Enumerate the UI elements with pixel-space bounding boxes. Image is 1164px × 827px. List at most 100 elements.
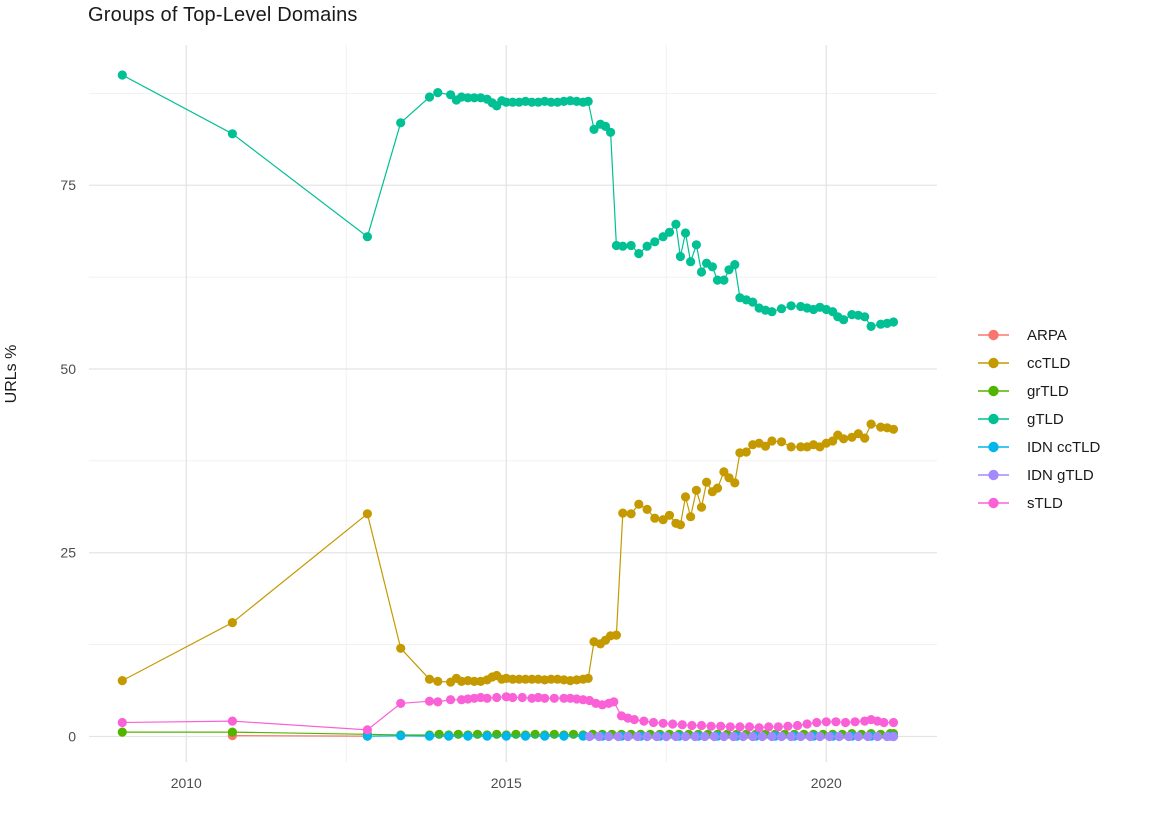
legend-key-icon bbox=[978, 357, 1009, 369]
data-point-grtld bbox=[530, 729, 540, 739]
data-point-cctld bbox=[675, 520, 686, 530]
data-point-idn-gtld bbox=[613, 731, 623, 742]
legend-item-gtld: gTLD bbox=[977, 405, 1100, 433]
data-point-cctld bbox=[796, 442, 806, 452]
legend-item-idn-gtld: IDN gTLD bbox=[977, 461, 1100, 489]
legend-label: ccTLD bbox=[1027, 354, 1071, 372]
data-point-gtld bbox=[776, 304, 787, 314]
data-point-cctld bbox=[469, 676, 479, 687]
legend-key-icon bbox=[978, 385, 1009, 397]
data-point-idn-gtld bbox=[604, 731, 614, 742]
data-point-idn-gtld bbox=[882, 731, 892, 742]
legend: ARPA ccTLD grTLD gTLD IDN ccTLD IDN gTLD sTLD bbox=[977, 321, 1100, 517]
data-point-gtld bbox=[433, 88, 443, 98]
chart-title: Groups of Top-Level Domains bbox=[88, 4, 358, 26]
data-point-cctld bbox=[642, 504, 652, 514]
data-point-cctld bbox=[583, 673, 593, 684]
data-point-stld bbox=[850, 717, 860, 727]
data-point-stld bbox=[706, 721, 716, 731]
data-point-stld bbox=[764, 722, 774, 732]
data-point-gtld bbox=[664, 227, 675, 237]
data-point-gtld bbox=[527, 97, 537, 107]
data-point-stld bbox=[424, 696, 435, 706]
data-point-stld bbox=[783, 721, 793, 731]
data-point-gtld bbox=[650, 237, 660, 247]
data-point-cctld bbox=[853, 429, 863, 439]
data-point-stld bbox=[117, 717, 127, 728]
data-point-stld bbox=[802, 719, 812, 729]
data-point-cctld bbox=[860, 433, 870, 443]
data-point-idn-gtld bbox=[757, 731, 767, 742]
data-point-cctld bbox=[546, 674, 556, 684]
legend-label: grTLD bbox=[1027, 382, 1069, 400]
data-point-cctld bbox=[691, 485, 702, 495]
data-point-idn-gtld bbox=[642, 731, 652, 742]
data-point-cctld bbox=[702, 477, 712, 487]
data-point-idn-cctld bbox=[559, 731, 569, 741]
data-point-idn-gtld bbox=[690, 731, 700, 742]
legend-key-icon bbox=[978, 441, 1009, 453]
data-point-gtld bbox=[634, 249, 644, 259]
data-point-grtld bbox=[453, 729, 463, 739]
data-point-stld bbox=[725, 722, 735, 732]
data-point-grtld bbox=[492, 729, 502, 739]
legend-key-icon bbox=[978, 469, 1009, 481]
data-point-gtld bbox=[748, 297, 758, 307]
data-point-idn-gtld bbox=[632, 731, 643, 742]
data-point-cctld bbox=[227, 618, 237, 628]
legend-item-cctld: ccTLD bbox=[977, 349, 1100, 377]
data-point-gtld bbox=[680, 228, 691, 238]
data-point-idn-cctld bbox=[520, 731, 531, 741]
data-point-stld bbox=[668, 719, 678, 729]
data-point-gtld bbox=[658, 232, 668, 242]
data-point-idn-gtld bbox=[594, 731, 604, 742]
data-point-stld bbox=[227, 716, 237, 726]
data-point-idn-gtld bbox=[671, 731, 681, 742]
data-point-cctld bbox=[767, 436, 777, 446]
data-point-stld bbox=[716, 721, 726, 731]
data-point-idn-gtld bbox=[776, 731, 787, 742]
data-point-idn-gtld bbox=[863, 731, 873, 742]
data-point-gtld bbox=[686, 257, 696, 267]
data-point-gtld bbox=[696, 267, 707, 277]
data-point-gtld bbox=[888, 317, 899, 327]
data-point-cctld bbox=[634, 499, 644, 509]
data-point-stld bbox=[812, 717, 822, 728]
data-point-stld bbox=[609, 697, 619, 707]
data-point-gtld bbox=[396, 118, 406, 128]
data-point-stld bbox=[735, 722, 745, 732]
data-point-idn-gtld bbox=[680, 731, 691, 742]
data-point-stld bbox=[492, 692, 502, 703]
legend-key-icon bbox=[978, 497, 1009, 509]
data-point-cctld bbox=[658, 515, 668, 525]
legend-item-idn-cctld: IDN ccTLD bbox=[977, 433, 1100, 461]
data-point-gtld bbox=[707, 262, 718, 272]
data-point-stld bbox=[696, 720, 707, 731]
data-point-stld bbox=[888, 717, 899, 728]
data-point-stld bbox=[559, 693, 569, 703]
data-point-cctld bbox=[396, 643, 406, 653]
data-point-grtld bbox=[117, 727, 127, 737]
data-point-gtld bbox=[463, 93, 473, 103]
legend-label: gTLD bbox=[1027, 410, 1064, 428]
legend-label: IDN gTLD bbox=[1027, 466, 1094, 484]
data-point-gtld bbox=[469, 93, 479, 103]
data-point-gtld bbox=[730, 260, 740, 270]
data-point-gtld bbox=[626, 240, 636, 251]
data-point-idn-gtld bbox=[796, 731, 806, 742]
data-point-stld bbox=[792, 720, 803, 731]
data-point-cctld bbox=[776, 437, 787, 447]
data-point-gtld bbox=[767, 307, 777, 317]
data-point-gtld bbox=[675, 251, 686, 262]
data-point-stld bbox=[433, 697, 443, 707]
data-point-cctld bbox=[680, 492, 691, 502]
data-point-idn-gtld bbox=[623, 731, 633, 742]
data-point-gtld bbox=[424, 92, 435, 102]
data-point-idn-gtld bbox=[844, 731, 854, 742]
data-point-idn-cctld bbox=[482, 731, 492, 741]
data-point-cctld bbox=[760, 441, 771, 451]
data-point-gtld bbox=[691, 240, 702, 250]
data-point-gtld bbox=[501, 97, 511, 107]
data-point-grtld bbox=[227, 727, 237, 737]
data-point-idn-cctld bbox=[501, 731, 511, 741]
